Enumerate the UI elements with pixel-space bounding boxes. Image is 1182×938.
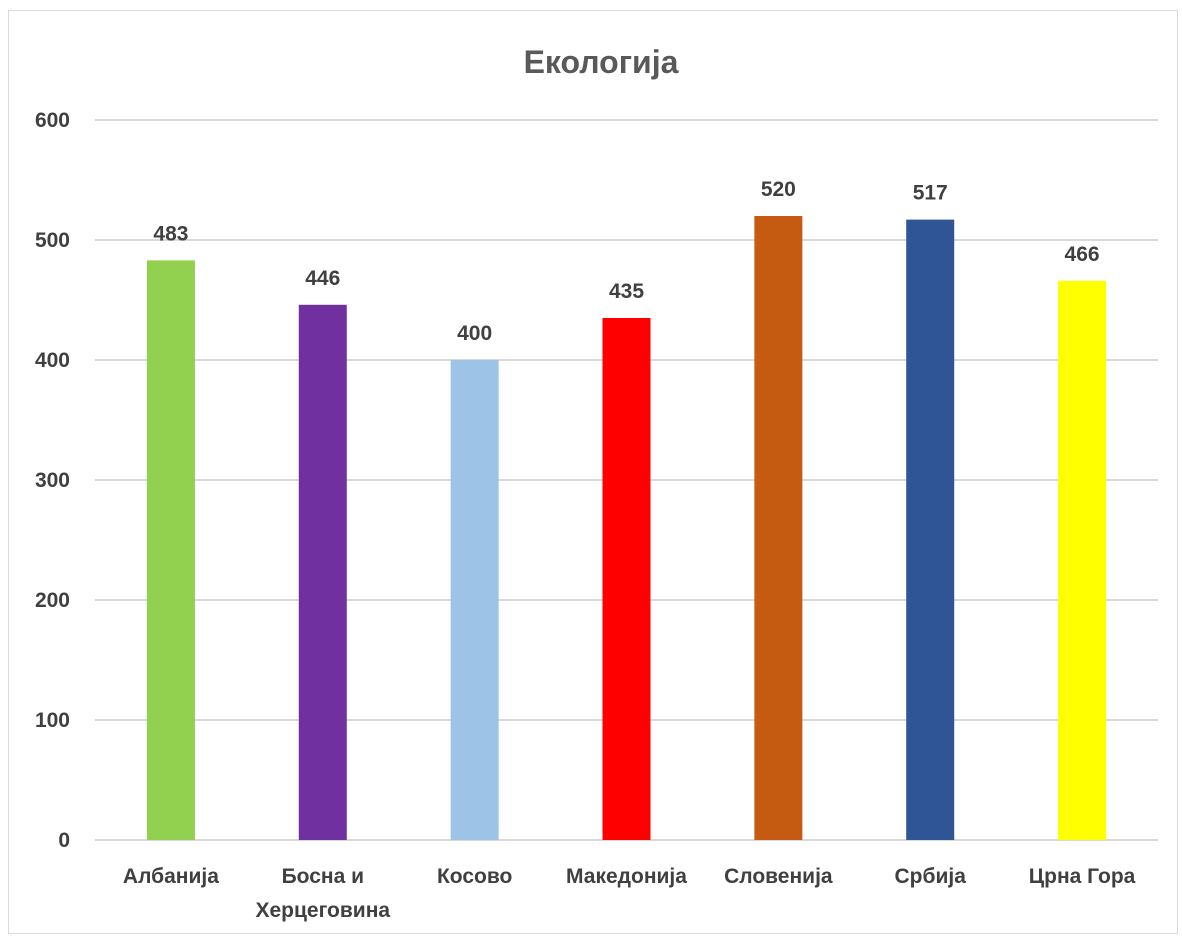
bar-7 xyxy=(1058,280,1107,840)
category-label: Албанија xyxy=(123,865,219,888)
data-label: 483 xyxy=(153,222,188,245)
x-axis-categories: Албанија Босна и Херцеговина Косово Македони… xyxy=(123,865,1136,922)
y-tick-label: 300 xyxy=(35,469,70,492)
bars xyxy=(146,216,1107,841)
y-axis-ticks: 0 100 200 300 400 500 600 xyxy=(35,109,70,852)
bar-3 xyxy=(450,360,499,840)
y-tick-label: 500 xyxy=(35,229,70,252)
data-label: 400 xyxy=(457,322,492,345)
data-label: 446 xyxy=(305,267,340,290)
chart-frame xyxy=(8,10,1178,934)
category-label-line: Херцеговина xyxy=(255,899,390,922)
y-tick-label: 100 xyxy=(35,709,70,732)
category-label-line: Македонија xyxy=(566,865,687,888)
data-label: 466 xyxy=(1065,243,1100,266)
category-label: Косово xyxy=(437,865,512,888)
bar-1 xyxy=(146,260,195,840)
category-label-line: Црна Гора xyxy=(1029,865,1136,888)
y-tick-label: 0 xyxy=(58,829,70,852)
category-label: Црна Гора xyxy=(1029,865,1136,888)
category-label: Босна и Херцеговина xyxy=(255,865,390,922)
data-label: 435 xyxy=(609,280,644,303)
category-label-line: Словенија xyxy=(724,865,833,888)
category-label-line: Косово xyxy=(437,865,512,888)
category-label-line: Албанија xyxy=(123,865,219,888)
y-tick-label: 400 xyxy=(35,349,70,372)
category-label: Србија xyxy=(895,865,967,888)
chart-title: Екологија xyxy=(524,44,679,80)
category-label: Македонија xyxy=(566,865,687,888)
data-labels: 483 446 400 435 520 517 466 xyxy=(153,178,1099,345)
bar-4 xyxy=(602,318,651,840)
bar-5 xyxy=(754,216,803,840)
category-label-line: Србија xyxy=(895,865,967,888)
data-label: 520 xyxy=(761,178,796,201)
category-label: Словенија xyxy=(724,865,833,888)
category-label-line: Босна и xyxy=(282,865,364,888)
y-tick-label: 600 xyxy=(35,109,70,132)
bar-2 xyxy=(298,304,347,840)
bar-6 xyxy=(906,219,955,841)
data-label: 517 xyxy=(913,182,948,205)
y-tick-label: 200 xyxy=(35,589,70,612)
